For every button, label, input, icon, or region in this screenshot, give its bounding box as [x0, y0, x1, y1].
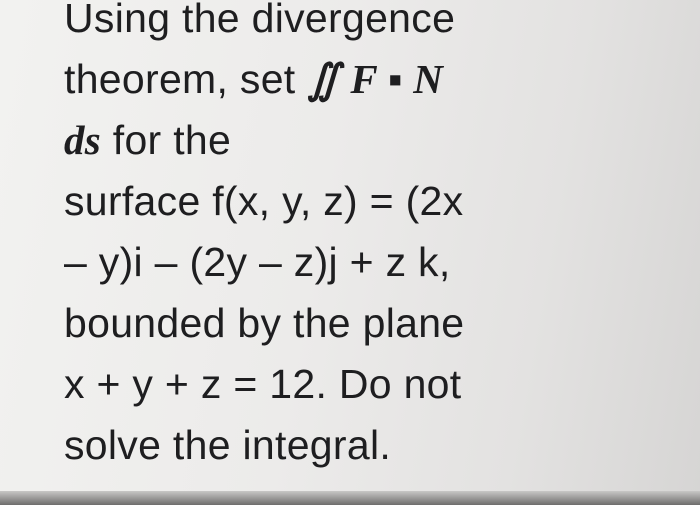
- text: x + y + z = 12. Do not: [64, 361, 462, 407]
- problem-text: Using the divergence theorem, set ∬ F ▪ …: [64, 0, 464, 476]
- text: bounded by the plane: [64, 300, 465, 346]
- text-line: solve the integral.: [64, 415, 464, 476]
- text: solve the integral.: [64, 422, 392, 468]
- text-line: – y)i – (2y – z)j + z k,: [64, 232, 464, 293]
- text-line: Using the divergence: [64, 0, 464, 49]
- text: surface f(x, y, z) = (2x: [64, 178, 464, 224]
- math-expression: ds: [64, 117, 102, 163]
- text-line: x + y + z = 12. Do not: [64, 354, 464, 415]
- math-expression: ∬ F ▪ N: [307, 56, 444, 102]
- text-line: ds for the: [64, 110, 464, 171]
- text-line: bounded by the plane: [64, 293, 464, 354]
- text: theorem, set: [64, 56, 296, 102]
- text: for the: [112, 117, 232, 163]
- text: – y)i – (2y – z)j + z k,: [64, 239, 451, 285]
- text-line: surface f(x, y, z) = (2x: [64, 171, 464, 232]
- text-line: theorem, set ∬ F ▪ N: [64, 49, 464, 110]
- text: Using the divergence: [64, 0, 456, 41]
